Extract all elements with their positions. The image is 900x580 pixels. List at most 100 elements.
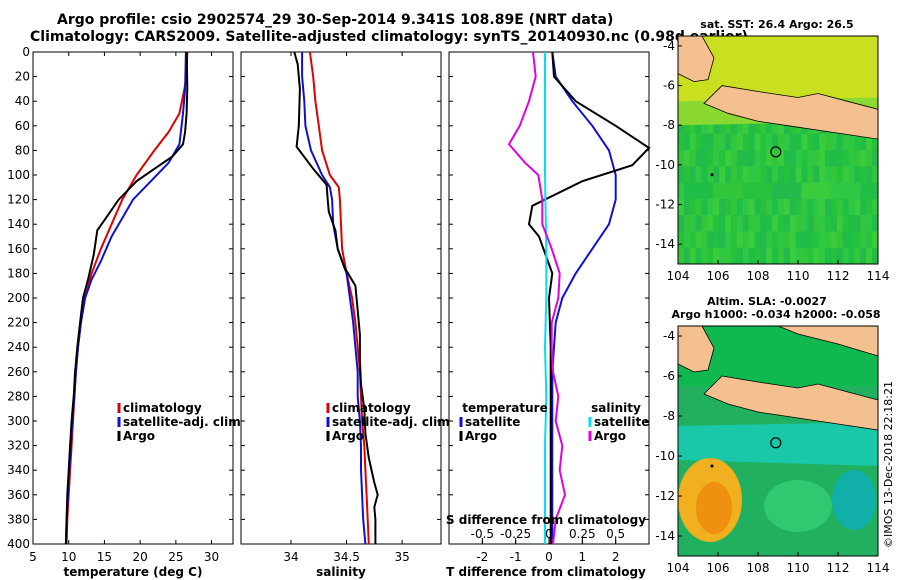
series-diff-satellite <box>551 51 617 544</box>
map-christmas-island <box>710 173 714 177</box>
map-cell <box>683 215 691 232</box>
map-x-tick-label: 108 <box>747 269 770 283</box>
map-cell <box>707 182 714 200</box>
legend-sal-satellite-label: satellite-adj. clim. <box>332 415 454 429</box>
y-tick-label: 160 <box>7 242 30 256</box>
map-cell <box>866 198 873 216</box>
map-x-tick-label: 108 <box>747 561 770 575</box>
map-cell <box>766 133 773 151</box>
map-cell <box>760 198 767 216</box>
x-axis-label-tdiff: T difference from climatology <box>446 565 646 579</box>
map-cell <box>819 166 826 184</box>
map-x-tick-label: 106 <box>707 561 730 575</box>
x-tick-label: 35 <box>394 550 409 564</box>
map-cell <box>836 182 844 200</box>
map-cell <box>695 150 702 167</box>
map-x-tick-label: 114 <box>867 269 890 283</box>
legend-diff-t-satellite-label: satellite <box>465 415 520 429</box>
map-cell <box>807 231 814 249</box>
map-cell <box>736 150 744 167</box>
map-cell <box>719 231 726 249</box>
map-cell <box>754 198 761 216</box>
x-axis-label-salinity: salinity <box>316 565 366 579</box>
map-cell <box>819 231 826 249</box>
map-cell <box>730 198 738 216</box>
map-cell <box>701 215 708 232</box>
map-cell <box>742 215 750 232</box>
y-tick-label: 20 <box>15 70 30 84</box>
map-cell <box>725 166 732 184</box>
map-cell <box>678 150 685 167</box>
map-cell <box>778 198 785 216</box>
map-cell <box>842 150 850 167</box>
map-cell <box>789 166 797 184</box>
map-cell <box>683 182 691 200</box>
map-cell <box>725 231 732 249</box>
map-cell <box>730 133 738 151</box>
map-cell <box>748 247 755 265</box>
map-cell <box>695 133 702 151</box>
x-tick-label: 15 <box>97 550 112 564</box>
x2-tick-label: 0.5 <box>606 527 625 541</box>
map-cell <box>795 166 802 184</box>
legend-diff-s-argo-label: Argo <box>594 429 626 443</box>
map-cell <box>736 198 744 216</box>
map-cell <box>766 231 773 249</box>
map-cell <box>807 198 814 216</box>
map-cell <box>707 198 714 216</box>
map-cell <box>848 198 855 216</box>
x2-tick-label: 0.25 <box>569 527 596 541</box>
map-cell <box>730 117 738 135</box>
map-cell <box>736 182 744 200</box>
map-cell <box>872 198 879 216</box>
map-cell <box>842 231 850 249</box>
map-cell <box>701 150 708 167</box>
map-cell <box>730 166 738 184</box>
map-sla-map <box>677 325 879 557</box>
map-cell <box>836 231 844 249</box>
map-cell <box>707 117 714 135</box>
map-cell <box>701 231 708 249</box>
map-cell <box>701 247 708 265</box>
map-cell <box>719 215 726 232</box>
legend-diff-s-satellite-label: satellite <box>594 415 649 429</box>
map-cell <box>813 166 820 184</box>
map-cell <box>713 166 720 184</box>
map-cell <box>689 231 697 249</box>
legend-temp-argo-label: Argo <box>123 429 155 443</box>
map-frame <box>677 325 879 557</box>
map-cell <box>736 215 744 232</box>
map-cell <box>778 150 785 167</box>
map-cell <box>707 231 714 249</box>
map-cell <box>689 182 697 200</box>
map-cell <box>725 198 732 216</box>
map-cell <box>778 166 785 184</box>
map-cell <box>748 231 755 249</box>
map-cell <box>725 150 732 167</box>
series-diff-argo <box>527 51 651 544</box>
map-cell <box>719 150 726 167</box>
map-cell <box>725 117 732 135</box>
map-cell <box>801 198 808 216</box>
map-cell <box>842 182 850 200</box>
map-cell <box>766 247 773 265</box>
map-mid-sla <box>764 480 832 532</box>
map-cell <box>689 150 697 167</box>
map-cell <box>683 133 691 151</box>
x-tick-label: 0 <box>545 550 553 564</box>
map-cell <box>719 133 726 151</box>
map-cell <box>789 182 797 200</box>
map-cell <box>813 182 820 200</box>
map-cell <box>866 215 873 232</box>
x-tick-label: 34 <box>283 550 298 564</box>
map-cell <box>730 150 738 167</box>
map-cell <box>766 215 773 232</box>
y-tick-label: 140 <box>7 217 30 231</box>
map-cell <box>742 117 750 135</box>
map-cell <box>748 198 755 216</box>
map-y-tick-label: -10 <box>655 449 675 463</box>
map-cell <box>854 133 861 151</box>
series-sal-climatology <box>308 51 370 545</box>
map-sst-title: sat. SST: 26.4 Argo: 26.5 <box>700 18 853 31</box>
map-cell <box>760 247 767 265</box>
